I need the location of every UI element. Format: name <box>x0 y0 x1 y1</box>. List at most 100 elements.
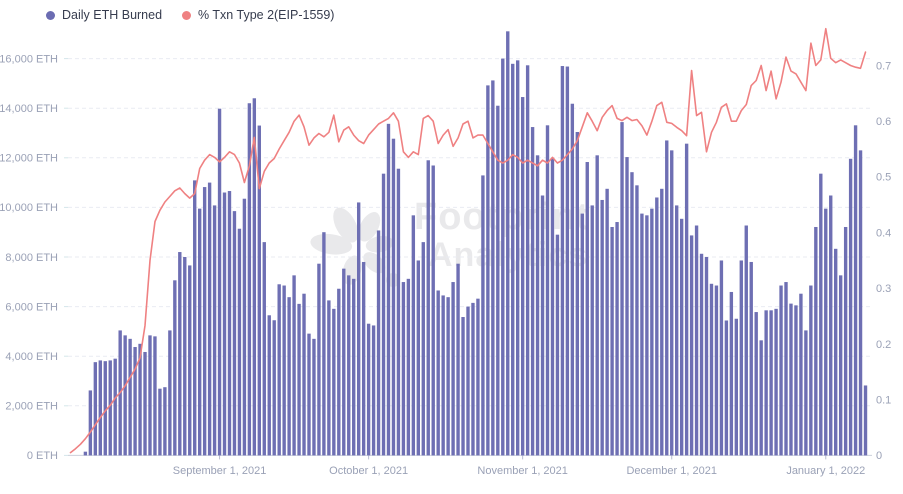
bar[interactable] <box>148 335 152 456</box>
bar[interactable] <box>431 165 435 456</box>
bar[interactable] <box>645 215 649 456</box>
bar[interactable] <box>600 199 604 456</box>
bar[interactable] <box>650 208 654 456</box>
bar[interactable] <box>724 320 729 456</box>
bar[interactable] <box>535 155 540 456</box>
bar[interactable] <box>516 60 520 456</box>
bar[interactable] <box>819 173 823 456</box>
bar[interactable] <box>426 160 430 456</box>
bar[interactable] <box>570 103 575 456</box>
bar[interactable] <box>501 58 505 456</box>
bar[interactable] <box>759 340 763 456</box>
bar[interactable] <box>297 303 301 456</box>
bar[interactable] <box>655 197 659 456</box>
bar[interactable] <box>88 390 93 456</box>
bar[interactable] <box>352 278 356 456</box>
bar[interactable] <box>714 285 719 456</box>
bar[interactable] <box>734 318 739 456</box>
bar[interactable] <box>138 343 142 456</box>
bar[interactable] <box>282 285 286 456</box>
bar[interactable] <box>660 188 664 456</box>
bar[interactable] <box>834 248 838 456</box>
bar[interactable] <box>610 226 614 456</box>
bar[interactable] <box>506 31 510 456</box>
bar[interactable] <box>511 63 515 456</box>
bar[interactable] <box>814 226 818 456</box>
bar[interactable] <box>227 191 232 456</box>
bar[interactable] <box>222 192 227 456</box>
bar[interactable] <box>257 125 261 456</box>
bar[interactable] <box>530 127 535 456</box>
bar[interactable] <box>774 308 778 456</box>
bar[interactable] <box>595 155 599 456</box>
bar[interactable] <box>779 285 783 456</box>
legend-item-daily-eth-burned[interactable]: Daily ETH Burned <box>46 8 162 22</box>
bar[interactable] <box>347 275 351 456</box>
bar[interactable] <box>123 335 127 456</box>
bar[interactable] <box>416 260 420 456</box>
bar[interactable] <box>396 168 401 456</box>
bar[interactable] <box>337 288 341 456</box>
bar[interactable] <box>689 235 694 456</box>
bar[interactable] <box>342 268 346 456</box>
bar[interactable] <box>456 263 460 456</box>
bar[interactable] <box>386 123 391 456</box>
bar[interactable] <box>83 451 88 456</box>
bar[interactable] <box>371 325 376 456</box>
bar[interactable] <box>202 187 207 456</box>
bar[interactable] <box>829 195 833 456</box>
bar[interactable] <box>207 182 212 456</box>
bar[interactable] <box>853 125 858 456</box>
bar[interactable] <box>824 208 828 456</box>
bar[interactable] <box>98 360 102 456</box>
bar[interactable] <box>153 336 157 456</box>
bar[interactable] <box>401 282 406 456</box>
bar[interactable] <box>232 211 237 456</box>
bar[interactable] <box>729 291 734 456</box>
bar[interactable] <box>630 172 634 456</box>
bar[interactable] <box>560 66 565 456</box>
bar[interactable] <box>436 290 440 456</box>
bar[interactable] <box>769 310 773 456</box>
bar[interactable] <box>113 358 117 456</box>
bar[interactable] <box>744 225 748 456</box>
bar[interactable] <box>277 284 281 456</box>
bar[interactable] <box>332 308 336 456</box>
bar[interactable] <box>163 387 167 456</box>
bar[interactable] <box>620 122 624 456</box>
bar[interactable] <box>739 260 743 456</box>
bar[interactable] <box>93 362 98 456</box>
bar[interactable] <box>406 278 411 456</box>
bar[interactable] <box>466 306 470 456</box>
bar[interactable] <box>675 205 679 456</box>
bar[interactable] <box>252 98 257 456</box>
bar[interactable] <box>794 305 798 456</box>
bar[interactable] <box>719 260 724 456</box>
bar[interactable] <box>391 138 396 456</box>
bar[interactable] <box>188 265 192 456</box>
bar[interactable] <box>356 202 361 456</box>
bar[interactable] <box>540 195 545 456</box>
bar[interactable] <box>103 361 107 456</box>
bar[interactable] <box>128 338 132 456</box>
bar[interactable] <box>704 257 709 456</box>
bar[interactable] <box>525 65 530 456</box>
bar[interactable] <box>471 302 475 456</box>
bar[interactable] <box>545 125 550 456</box>
bar[interactable] <box>555 234 560 456</box>
bar[interactable] <box>575 132 580 456</box>
bar[interactable] <box>590 205 594 456</box>
bar[interactable] <box>411 215 416 456</box>
bar[interactable] <box>843 226 848 456</box>
pct-txn-type2-line[interactable] <box>69 27 867 454</box>
bar[interactable] <box>158 388 162 456</box>
bar[interactable] <box>197 208 202 456</box>
bar[interactable] <box>267 315 271 456</box>
bar[interactable] <box>679 218 684 456</box>
bar[interactable] <box>749 261 753 456</box>
bar[interactable] <box>605 188 609 456</box>
bar[interactable] <box>550 157 555 456</box>
bar[interactable] <box>376 230 381 456</box>
legend-item-pct-txn-type2[interactable]: % Txn Type 2(EIP-1559) <box>182 8 334 22</box>
bar[interactable] <box>625 157 629 456</box>
